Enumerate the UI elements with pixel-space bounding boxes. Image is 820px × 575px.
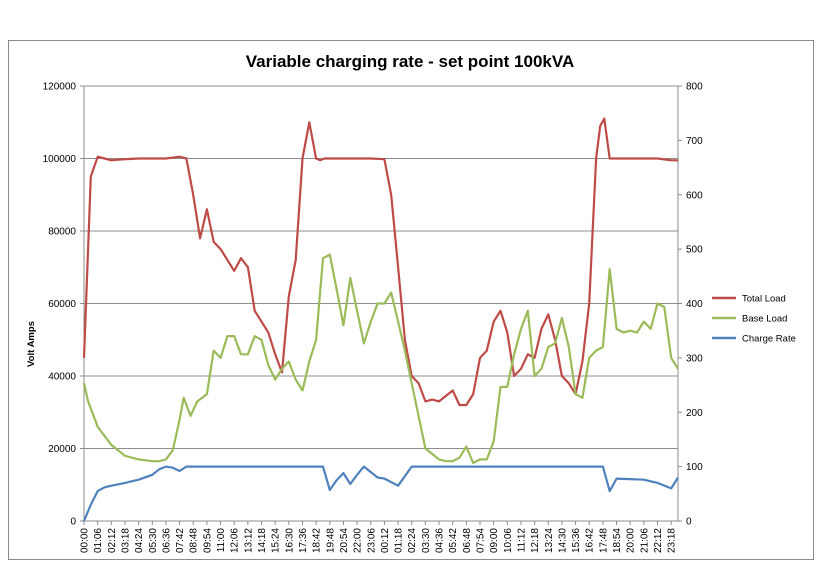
chart-title: Variable charging rate - set point 100kV… — [246, 52, 574, 71]
x-tick-label: 03:30 — [421, 528, 432, 553]
legend-label-charge-rate: Charge Rate — [742, 334, 796, 345]
y2-tick-label: 800 — [686, 82, 703, 93]
x-tick-label: 13:12 — [243, 528, 254, 553]
x-tick-label: 16:42 — [585, 528, 596, 553]
x-tick-label: 04:36 — [435, 528, 446, 553]
series-line-base-load — [82, 253, 679, 465]
y2-tick-label: 300 — [686, 353, 703, 364]
x-tick-label: 19:48 — [325, 528, 336, 553]
x-tick-label: 09:54 — [202, 528, 213, 553]
x-tick-label: 13:24 — [544, 528, 555, 553]
y2-tick-label: 0 — [686, 517, 692, 528]
y-tick-label: 60000 — [48, 299, 76, 310]
y-tick-label: 0 — [70, 517, 76, 528]
x-tick-label: 08:48 — [189, 528, 200, 553]
x-tick-label: 11:12 — [516, 528, 527, 553]
series-lines — [82, 117, 679, 522]
y2-tick-label: 200 — [686, 408, 703, 419]
x-tick-label: 23:06 — [366, 528, 377, 553]
x-tick-label: 23:18 — [667, 528, 678, 553]
x-tick-label: 15:24 — [271, 528, 282, 553]
y-tick-label: 80000 — [48, 227, 76, 238]
x-tick-label: 18:54 — [612, 528, 623, 553]
x-tick-label: 02:12 — [107, 528, 118, 553]
x-tick-label: 09:00 — [489, 528, 500, 553]
y-axis-title: Volt Amps — [26, 321, 37, 367]
x-tick-label: 20:54 — [339, 528, 350, 553]
chart-frame: Variable charging rate - set point 100kV… — [8, 40, 814, 560]
x-tick-label: 01:06 — [93, 528, 104, 553]
x-tick-label: 16:30 — [284, 528, 295, 553]
legend: Total Load Base Load Charge Rate — [712, 294, 796, 345]
x-tick-label: 04:24 — [134, 528, 145, 553]
y-tick-label: 100000 — [43, 154, 77, 165]
y2-tick-label: 500 — [686, 245, 703, 256]
x-tick-label: 06:36 — [161, 528, 172, 553]
y2-tick-label: 700 — [686, 136, 703, 147]
y-tick-label: 120000 — [43, 82, 77, 93]
x-tick-label: 18:42 — [312, 528, 323, 553]
x-tick-label: 14:18 — [257, 528, 268, 553]
x-tick-label: 15:36 — [571, 528, 582, 553]
x-tick-label: 17:36 — [298, 528, 309, 553]
y-tick-label: 20000 — [48, 444, 76, 455]
x-tick-label: 21:06 — [639, 528, 650, 553]
y2-tick-label: 600 — [686, 190, 703, 201]
x-tick-label: 12:06 — [230, 528, 241, 553]
x-tick-label: 00:12 — [380, 528, 391, 553]
line-chart: Variable charging rate - set point 100kV… — [8, 40, 814, 560]
x-tick-label: 00:00 — [80, 528, 91, 553]
x-tick-label: 05:30 — [148, 528, 159, 553]
series-line-total-load — [82, 117, 678, 407]
y2-tick-label: 100 — [686, 462, 703, 473]
x-tick-label: 11:00 — [216, 528, 227, 553]
legend-label-total-load: Total Load — [742, 294, 786, 305]
x-tick-label: 22:12 — [653, 528, 664, 553]
chart-border — [8, 40, 814, 560]
y-tick-label: 40000 — [48, 372, 76, 383]
x-tick-label: 10:06 — [503, 528, 514, 553]
x-tick-label: 17:48 — [598, 528, 609, 553]
x-tick-label: 14:30 — [557, 528, 568, 553]
x-tick-label: 12:18 — [530, 528, 541, 553]
x-tick-label: 20:00 — [626, 528, 637, 553]
legend-label-base-load: Base Load — [742, 314, 787, 325]
x-tick-label: 07:54 — [476, 528, 487, 553]
x-tick-label: 07:42 — [175, 528, 186, 553]
axes: 0 20000 40000 60000 80000 100000 120000 0 100 200… — [43, 82, 703, 554]
series-line-charge-rate — [82, 465, 679, 522]
x-tick-label: 01:18 — [394, 528, 405, 553]
x-tick-label: 03:18 — [120, 528, 131, 553]
x-tick-label: 02:24 — [407, 528, 418, 553]
x-tick-label: 05:42 — [448, 528, 459, 553]
y2-tick-label: 400 — [686, 299, 703, 310]
x-tick-label: 06:48 — [462, 528, 473, 553]
x-tick-label: 22:00 — [353, 528, 364, 553]
